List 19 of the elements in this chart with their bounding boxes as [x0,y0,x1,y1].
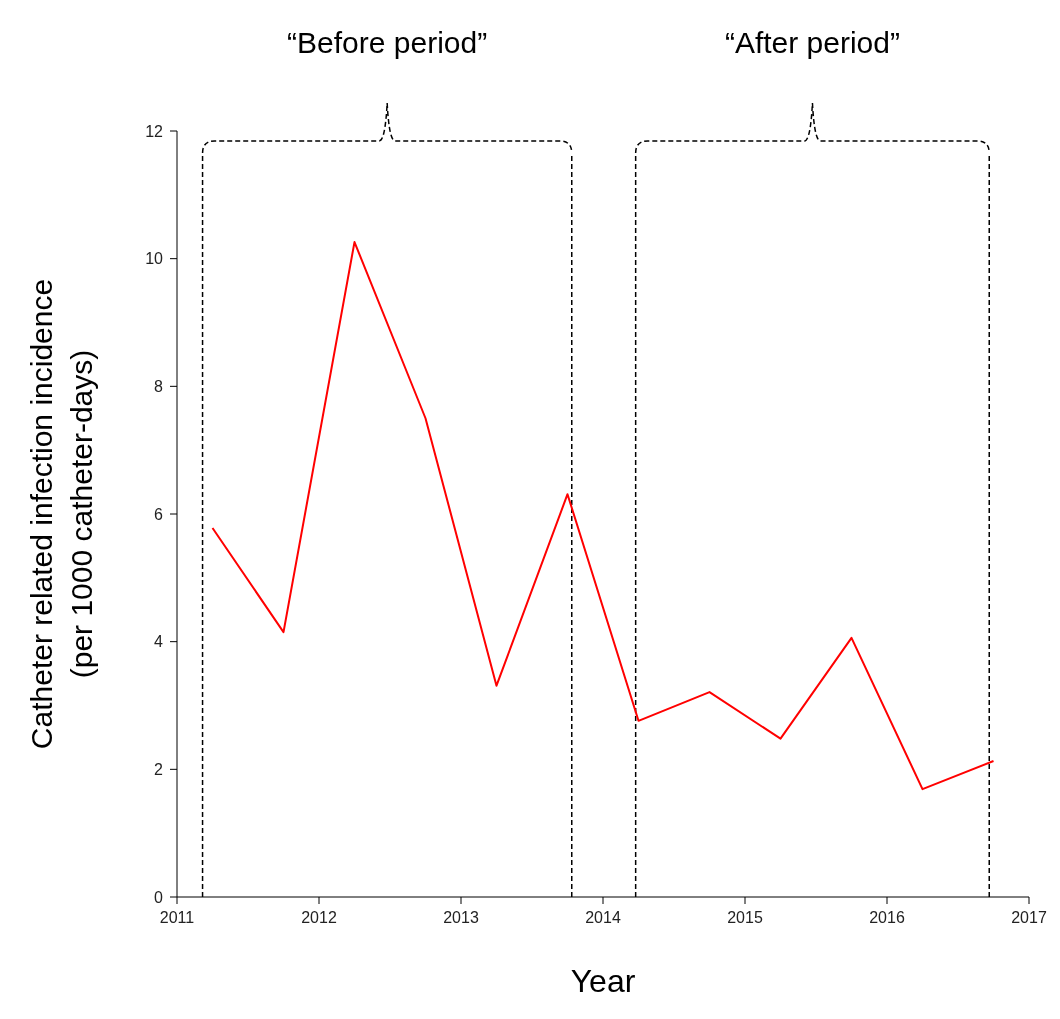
y-tick-label: 12 [145,122,164,140]
y-tick-label: 2 [154,760,164,778]
x-tick-label: 2017 [1011,909,1047,926]
y-tick-label: 4 [154,633,164,651]
x-tick-label: 2016 [869,909,905,926]
y-tick-label: 10 [145,250,164,268]
text: “After period” [724,26,900,59]
text: “Before period” [287,26,488,59]
line-series [211,241,995,791]
y-tick-label: 0 [154,888,164,906]
x-tick-label: 2013 [443,909,479,926]
x-tick-label: 2014 [585,909,621,926]
x-tick-label: 2011 [159,909,195,926]
y-tick-label: 6 [154,505,164,523]
x-axis-title: Year [570,963,636,999]
x-tick-label: 2012 [301,909,337,926]
y-tick-label: 8 [154,377,164,395]
y-axis-title: Catheter related infection incidence (per 1000 catheter-days) [25,278,98,750]
x-tick-label: 2015 [727,909,763,926]
